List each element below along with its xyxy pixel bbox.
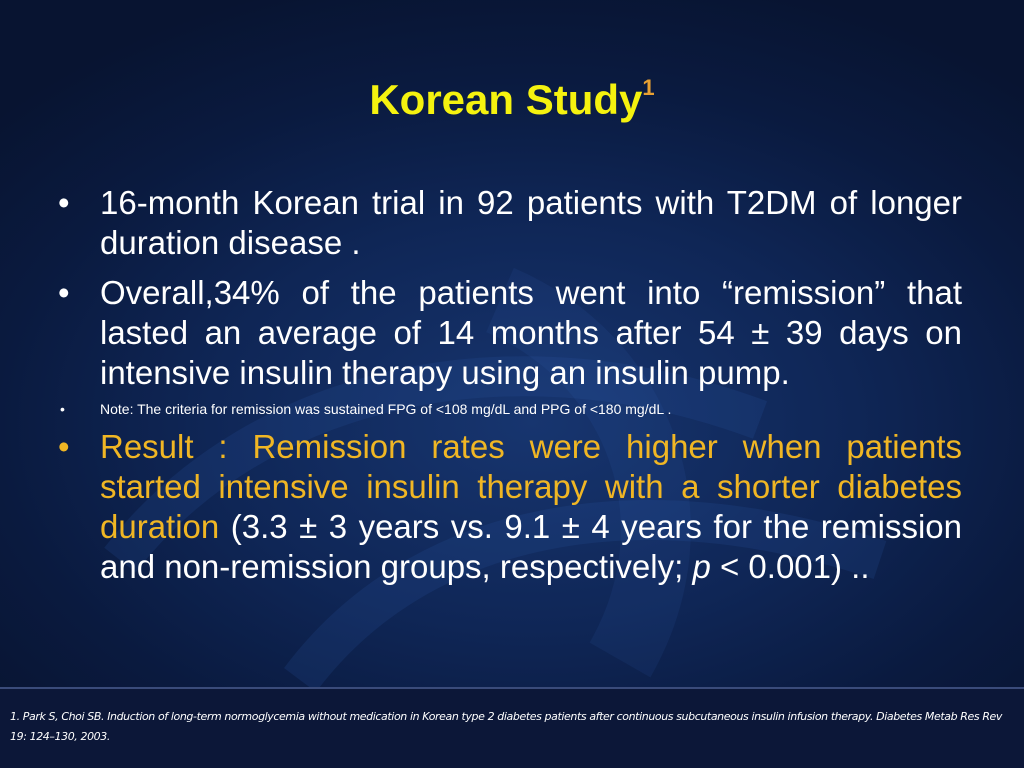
bullet-text: Overall,34% of the patients went into “r…: [100, 274, 962, 391]
bullet-marker: •: [58, 184, 70, 221]
result-rest: (3.3 ± 3 years vs. 9.1 ± 4 years for the…: [100, 508, 962, 585]
bullet-marker: •: [60, 401, 65, 417]
result-highlight: Result : Remission rates were higher whe…: [100, 428, 962, 545]
p-symbol: p: [692, 548, 711, 585]
bullet-text: 16-month Korean trial in 92 patients wit…: [100, 184, 962, 261]
bullet-marker: •: [58, 274, 70, 311]
footer-bar: 1. Park S, Choi SB. Induction of long-te…: [0, 687, 1024, 768]
bullet-result: • Result : Remission rates were higher w…: [58, 427, 962, 587]
bullet-marker: •: [58, 428, 70, 465]
slide-title: Korean Study1: [369, 75, 655, 123]
bullet-trial: • 16-month Korean trial in 92 patients w…: [58, 183, 962, 263]
slide-content: • 16-month Korean trial in 92 patients w…: [58, 183, 962, 587]
result-end: < 0.001) ..: [710, 548, 870, 585]
note-text: Note: The criteria for remission was sus…: [100, 401, 672, 417]
title-superscript: 1: [642, 75, 655, 100]
bullet-note: • Note: The criteria for remission was s…: [58, 399, 962, 419]
footer-citation: 1. Park S, Choi SB. Induction of long-te…: [10, 710, 1003, 743]
bullet-remission: • Overall,34% of the patients went into …: [58, 273, 962, 393]
